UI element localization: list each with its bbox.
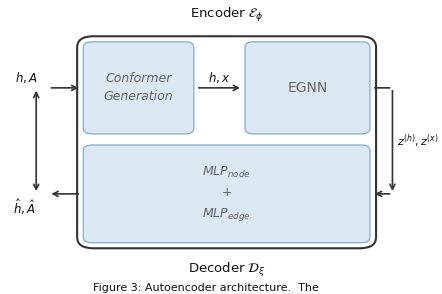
Text: $\hat{h}, \hat{A}$: $\hat{h}, \hat{A}$ — [12, 197, 35, 217]
Text: $h, A$: $h, A$ — [15, 70, 38, 85]
Text: Figure 3: Autoencoder architecture.  The: Figure 3: Autoencoder architecture. The — [93, 283, 319, 293]
Text: Encoder $\mathcal{E}_\phi$: Encoder $\mathcal{E}_\phi$ — [190, 6, 263, 24]
Text: $z^{(h)}, z^{(x)}$: $z^{(h)}, z^{(x)}$ — [396, 132, 438, 150]
FancyBboxPatch shape — [245, 42, 370, 134]
FancyBboxPatch shape — [83, 145, 370, 243]
Text: Conformer
Generation: Conformer Generation — [104, 72, 173, 103]
Text: Decoder $\mathcal{D}_\xi$: Decoder $\mathcal{D}_\xi$ — [188, 261, 266, 279]
FancyBboxPatch shape — [83, 42, 194, 134]
Text: EGNN: EGNN — [287, 81, 328, 95]
Text: $MLP_{node}$
+
$MLP_{edge}$: $MLP_{node}$ + $MLP_{edge}$ — [202, 165, 251, 223]
Text: $h, x$: $h, x$ — [208, 70, 231, 85]
